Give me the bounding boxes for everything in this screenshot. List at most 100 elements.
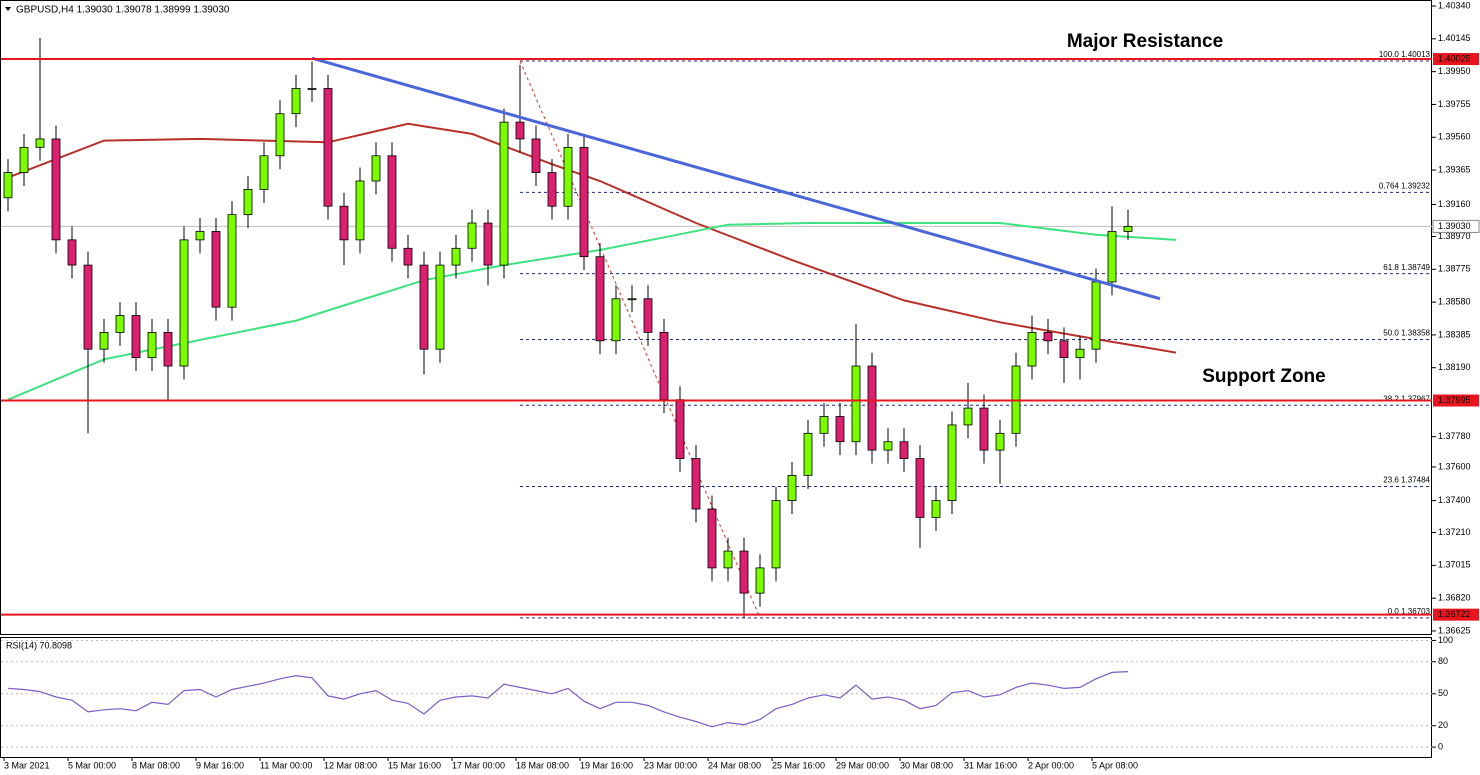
x-tick-label: 2 Apr 00:00 [1028, 760, 1074, 770]
candle-body [867, 365, 877, 451]
y-tick-label: 1.38775 [1438, 264, 1471, 274]
y-tick-label: 1.39160 [1438, 199, 1471, 209]
x-tick-label: 5 Mar 00:00 [68, 760, 116, 770]
x-tick-label: 12 Mar 08:00 [324, 760, 377, 770]
candle-body [51, 138, 61, 241]
x-tick-label: 24 Mar 08:00 [708, 760, 761, 770]
candle-body [227, 214, 237, 308]
sr-box [1433, 394, 1479, 407]
menu-arrow [5, 7, 11, 11]
moving-average [7, 122, 1177, 354]
candle-body [755, 567, 765, 594]
candle-body [915, 458, 925, 518]
price-panel [0, 0, 1432, 635]
fib-label: 23.6 1.37484 [1383, 476, 1430, 485]
candle-body [611, 298, 621, 342]
candle-body [595, 256, 605, 342]
sr-label: 1.37995 [1438, 395, 1471, 405]
candle-body [803, 432, 813, 476]
sr-label: 1.40025 [1438, 53, 1471, 63]
fib-label: 0.0 1.36703 [1388, 607, 1431, 616]
candle-body [787, 474, 797, 502]
fib-label: 61.8 1.38749 [1383, 263, 1430, 272]
candle-body [707, 508, 717, 569]
candle-body [1027, 331, 1037, 367]
y-tick-label: 1.37600 [1438, 461, 1471, 471]
fib-trend [519, 60, 761, 619]
y-tick-label: 100 [1438, 635, 1453, 645]
candle-body [675, 399, 685, 459]
fib-label: 50.0 1.38358 [1383, 329, 1430, 338]
y-tick-label: 1.39950 [1438, 66, 1471, 76]
annotation: Major Resistance [1067, 31, 1223, 52]
fib-label: 0.764 1.39232 [1379, 182, 1431, 191]
rsi-line [7, 671, 1129, 728]
rsi-label: RSI(14) 70.8098 [6, 640, 72, 650]
sr-box [1433, 53, 1479, 66]
candle-body [419, 264, 429, 350]
candle-body [851, 365, 861, 443]
y-tick-label: 20 [1438, 720, 1448, 730]
candle-body [339, 205, 349, 241]
candle-body [1123, 226, 1133, 232]
candle-body [67, 239, 77, 266]
x-tick-label: 11 Mar 00:00 [260, 760, 312, 770]
candle-body [547, 172, 557, 207]
y-tick-label: 1.37780 [1438, 431, 1471, 441]
x-tick-label: 19 Mar 16:00 [580, 760, 633, 770]
y-tick-label: 1.37210 [1438, 527, 1471, 537]
candle-body [771, 500, 781, 569]
candle-body [739, 550, 749, 594]
current-price-box [1432, 219, 1480, 233]
candle-body [147, 331, 157, 359]
candle-body [691, 458, 701, 510]
trendline [311, 56, 1161, 301]
candle-body [99, 331, 109, 350]
fib-label: 100.0 1.40013 [1379, 50, 1431, 59]
y-tick-label: 1.37015 [1438, 560, 1471, 570]
candle-body [403, 247, 413, 266]
y-tick-label: 1.38385 [1438, 329, 1471, 339]
candle-body [515, 121, 525, 140]
candle-body [483, 222, 493, 266]
candle-body [579, 146, 589, 258]
x-tick-label: 3 Mar 2021 [4, 760, 50, 770]
candle-body [291, 88, 301, 115]
x-tick-label: 29 Mar 00:00 [836, 760, 889, 770]
candle-body [819, 416, 829, 434]
chart-header: GBPUSD,H4 1.39030 1.39078 1.38999 1.3903… [16, 5, 230, 16]
x-tick-label: 18 Mar 08:00 [516, 760, 569, 770]
y-tick-label: 1.40340 [1438, 0, 1471, 10]
candle-body [1059, 340, 1069, 359]
candle-body [499, 121, 509, 266]
y-tick-label: 1.36625 [1438, 625, 1471, 635]
rsi-panel [0, 637, 1432, 758]
candle-body [35, 138, 45, 148]
x-tick-label: 23 Mar 00:00 [644, 760, 697, 770]
candle-body [259, 155, 269, 190]
y-tick-label: 1.38190 [1438, 362, 1471, 372]
y-tick-label: 1.39365 [1438, 164, 1471, 174]
candle-body [19, 146, 29, 173]
candle-body [883, 441, 893, 451]
candle-body [531, 138, 541, 173]
candle-body [1107, 231, 1117, 283]
y-tick-label: 1.38580 [1438, 296, 1471, 306]
y-tick-label: 1.39560 [1438, 132, 1471, 142]
candle-body [995, 432, 1005, 451]
y-tick-label: 80 [1438, 656, 1448, 666]
candle-body [163, 331, 173, 367]
y-tick-label: 0 [1438, 741, 1443, 751]
candle-body [563, 146, 573, 207]
x-tick-label: 8 Mar 08:00 [132, 760, 180, 770]
candle-body [83, 264, 93, 350]
sr-box [1433, 608, 1479, 621]
candle-body [211, 231, 221, 308]
x-tick-label: 17 Mar 00:00 [452, 760, 505, 770]
y-tick-label: 50 [1438, 688, 1448, 698]
candle-body [275, 113, 285, 157]
y-tick-label: 1.38970 [1438, 231, 1471, 241]
candle-body [179, 239, 189, 367]
